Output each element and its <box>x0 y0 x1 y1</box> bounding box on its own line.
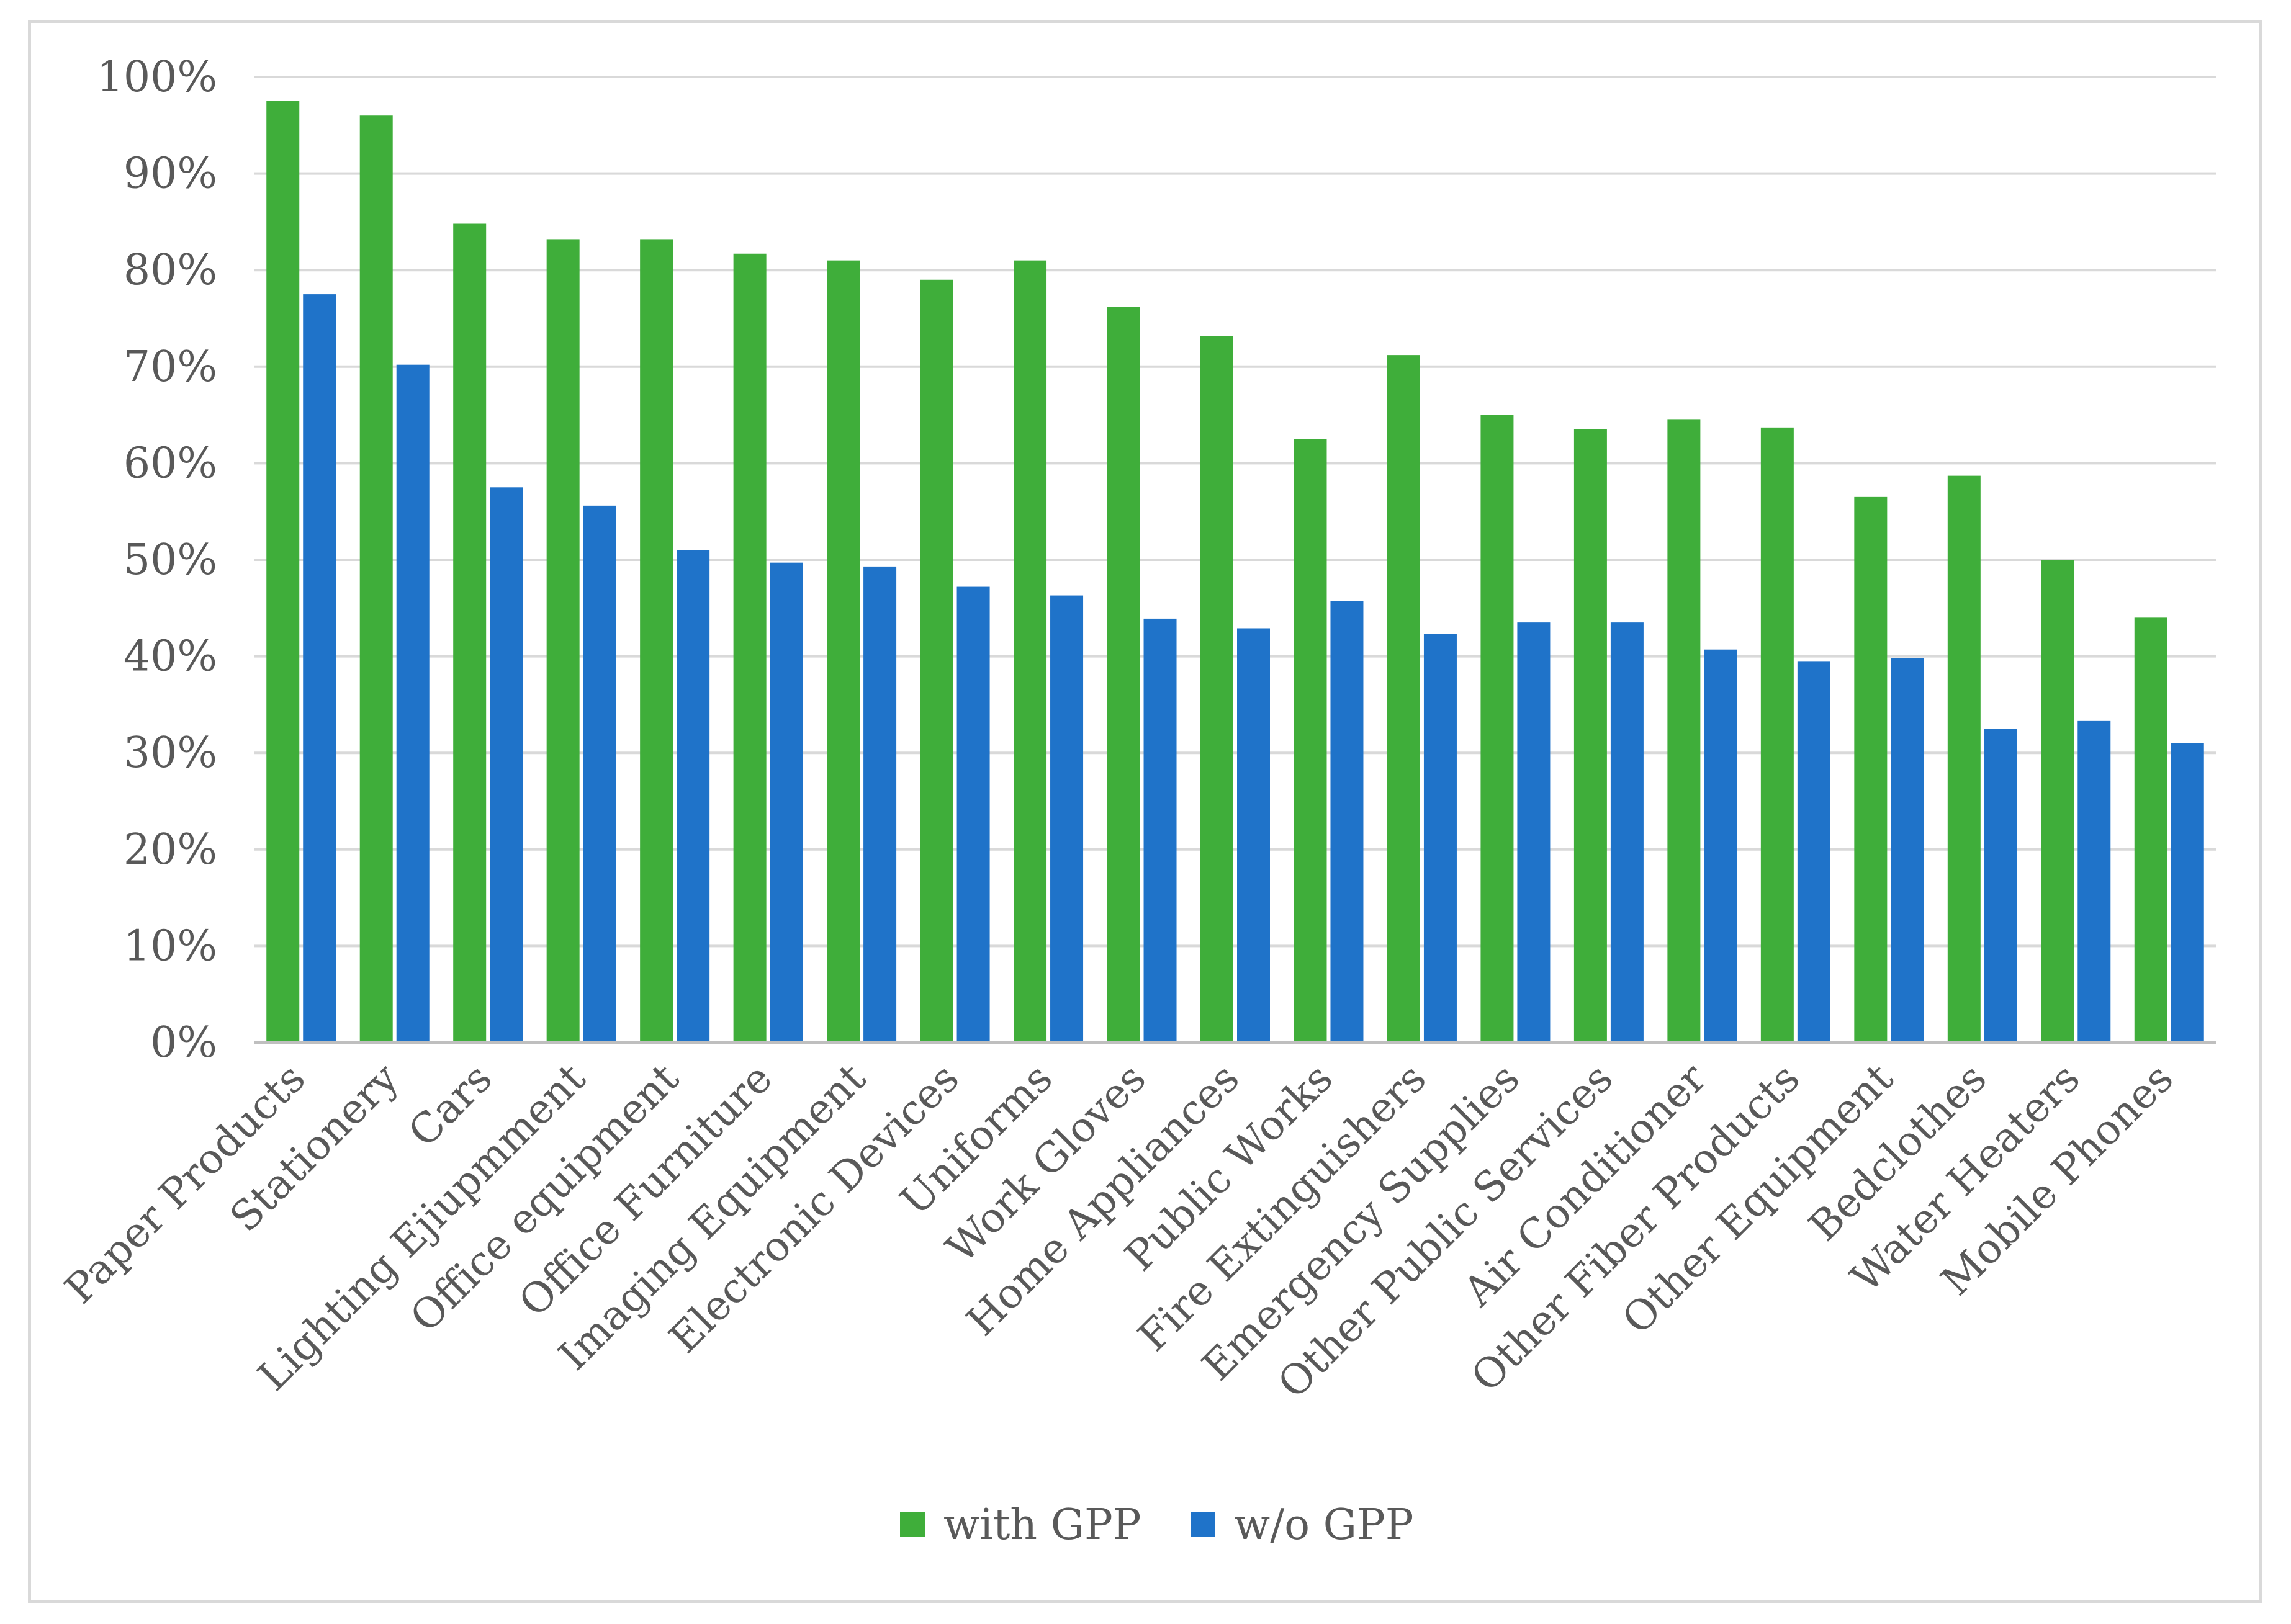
y-tick-label: 100% <box>97 53 217 102</box>
bar-wo-gpp-17 <box>1797 661 1830 1043</box>
bar-wo-gpp-16 <box>1704 649 1737 1043</box>
bar-with-gpp-7 <box>827 260 860 1043</box>
bar-with-gpp-2 <box>359 115 393 1043</box>
bar-with-gpp-10 <box>1107 307 1140 1043</box>
bar-with-gpp-1 <box>266 101 300 1043</box>
y-tick-label: 50% <box>124 536 217 585</box>
y-tick-label: 20% <box>124 825 217 874</box>
bar-wo-gpp-4 <box>583 505 616 1043</box>
y-tick-label: 40% <box>124 632 217 681</box>
y-tick-label: 60% <box>124 439 217 488</box>
bar-wo-gpp-18 <box>1891 658 1924 1043</box>
bar-with-gpp-13 <box>1387 355 1420 1043</box>
legend-swatch-wo-gpp <box>1191 1512 1215 1537</box>
bar-wo-gpp-21 <box>2171 743 2204 1043</box>
bar-with-gpp-20 <box>2041 560 2074 1043</box>
legend-label-wo-gpp: w/o GPP <box>1234 1501 1414 1550</box>
legend-swatch-with-gpp <box>900 1512 925 1537</box>
bar-with-gpp-6 <box>733 253 767 1043</box>
bar-wo-gpp-6 <box>770 562 803 1043</box>
y-tick-label: 70% <box>124 343 217 392</box>
bar-wo-gpp-9 <box>1050 595 1084 1043</box>
bar-wo-gpp-2 <box>396 364 430 1043</box>
y-tick-label: 0% <box>150 1018 217 1067</box>
bar-wo-gpp-19 <box>1984 729 2017 1043</box>
bar-with-gpp-11 <box>1200 336 1233 1043</box>
y-tick-label: 80% <box>124 246 217 295</box>
bar-with-gpp-18 <box>1854 496 1888 1043</box>
bar-wo-gpp-5 <box>677 550 710 1043</box>
bar-wo-gpp-10 <box>1143 618 1177 1043</box>
bar-with-gpp-19 <box>1947 475 1981 1043</box>
y-tick-labels: 0% 10% 20% 30% 40% 50% 60% 70% 80% 90% 100% <box>97 53 217 1067</box>
legend-label-with-gpp: with GPP <box>943 1501 1141 1550</box>
bar-wo-gpp-15 <box>1610 622 1644 1043</box>
bar-with-gpp-5 <box>640 239 673 1043</box>
bar-wo-gpp-1 <box>303 294 336 1043</box>
bar-with-gpp-4 <box>546 239 580 1043</box>
bar-wo-gpp-12 <box>1330 601 1364 1043</box>
bar-with-gpp-16 <box>1667 419 1701 1043</box>
bar-wo-gpp-3 <box>490 487 523 1043</box>
y-tick-label: 30% <box>124 729 217 778</box>
bar-with-gpp-8 <box>920 279 953 1043</box>
gridlines <box>254 76 2216 948</box>
bar-with-gpp-15 <box>1573 429 1607 1043</box>
bar-with-gpp-3 <box>453 223 487 1043</box>
bars <box>266 101 2204 1043</box>
bar-wo-gpp-11 <box>1237 628 1270 1043</box>
bar-with-gpp-12 <box>1294 439 1327 1043</box>
bar-wo-gpp-20 <box>2077 720 2111 1043</box>
bar-with-gpp-17 <box>1760 427 1794 1043</box>
bar-with-gpp-14 <box>1480 415 1514 1043</box>
bar-with-gpp-21 <box>2134 617 2167 1043</box>
bar-wo-gpp-8 <box>956 586 990 1043</box>
bar-with-gpp-9 <box>1014 260 1047 1043</box>
y-tick-label: 90% <box>124 150 217 199</box>
bar-wo-gpp-14 <box>1517 622 1551 1043</box>
y-tick-label: 10% <box>124 922 217 971</box>
bar-wo-gpp-13 <box>1423 634 1457 1043</box>
bar-wo-gpp-7 <box>863 566 897 1043</box>
legend: with GPP w/o GPP <box>900 1501 1414 1550</box>
